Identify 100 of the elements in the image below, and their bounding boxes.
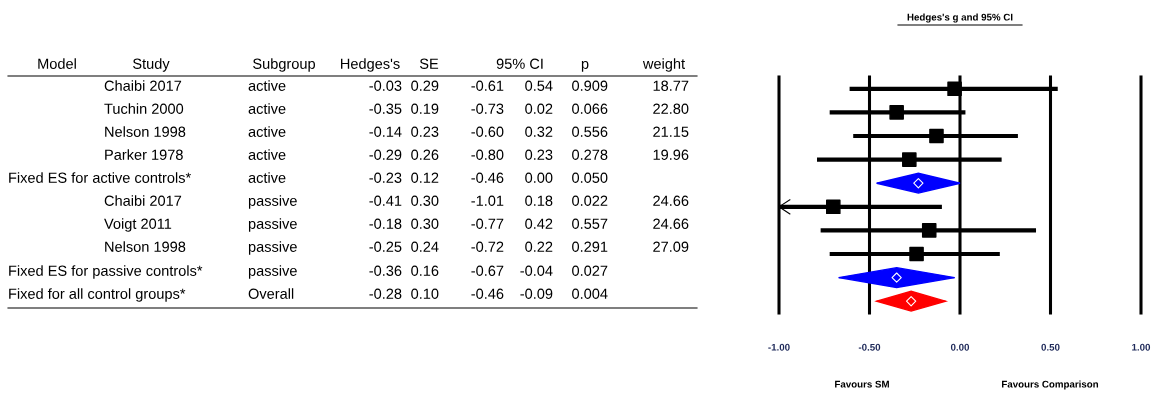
text: -0.36 <box>369 265 402 276</box>
text: 95% CI <box>496 58 543 69</box>
text: -0.23 <box>369 172 402 183</box>
text: -0.46 <box>471 288 504 299</box>
x-tick-label: 0.00 <box>950 343 970 351</box>
text: active <box>248 149 286 160</box>
text: 0.30 <box>411 218 439 229</box>
text: 0.23 <box>411 126 439 137</box>
chart-title: Hedges's g and 95% CI <box>907 13 1013 23</box>
text: Nelson 1998 <box>105 241 186 252</box>
text: 24.66 <box>653 218 689 229</box>
text: Subgroup <box>253 58 316 72</box>
point <box>929 128 944 144</box>
text: -0.03 <box>369 80 402 91</box>
text: 18.77 <box>653 80 689 91</box>
text: 0.00 <box>525 172 553 183</box>
text: -0.46 <box>471 172 504 183</box>
text: -0.73 <box>471 103 504 114</box>
text: 0.54 <box>525 80 553 91</box>
text: Model <box>38 58 76 69</box>
text: 0.18 <box>525 195 553 206</box>
text: -0.72 <box>471 241 504 252</box>
point <box>909 246 924 262</box>
text: -0.61 <box>471 80 504 91</box>
text: passive <box>248 241 297 255</box>
text: 0.42 <box>525 218 553 229</box>
text: 22.80 <box>653 103 689 114</box>
text: -0.41 <box>369 195 402 206</box>
text: 0.29 <box>411 80 439 91</box>
point <box>913 178 924 189</box>
text: passive <box>248 218 297 232</box>
text: active <box>248 103 286 114</box>
text: 24.66 <box>653 195 689 206</box>
text: -0.28 <box>369 288 402 299</box>
point <box>905 296 917 307</box>
text: 0.050 <box>572 172 608 183</box>
text: active <box>248 172 286 183</box>
text: -0.04 <box>520 265 553 276</box>
text: -0.67 <box>471 265 504 276</box>
text: Study <box>133 58 170 72</box>
text: Overall <box>248 288 294 299</box>
text: 0.22 <box>525 241 553 252</box>
text: -0.18 <box>369 218 402 229</box>
text: Parker 1978 <box>105 149 183 160</box>
text: 0.02 <box>525 103 553 114</box>
text: 0.10 <box>411 288 439 299</box>
point <box>889 105 904 120</box>
text: Favours Comparison <box>1002 380 1099 390</box>
text: -0.60 <box>471 126 504 137</box>
text: passive <box>248 265 297 279</box>
text: 0.022 <box>572 195 608 206</box>
text: -0.77 <box>471 218 504 229</box>
text: Chaibi 2017 <box>104 80 182 91</box>
text: -0.14 <box>369 126 402 137</box>
x-tick-label: -0.50 <box>858 343 881 351</box>
text: 0.24 <box>411 241 439 252</box>
text: -0.29 <box>369 149 402 160</box>
text: 0.291 <box>572 241 608 252</box>
text: -0.35 <box>369 103 402 114</box>
text: Fixed ES for active controls* <box>9 172 191 183</box>
text: 0.909 <box>572 80 608 91</box>
text: 0.19 <box>411 103 439 114</box>
text: 0.30 <box>411 195 439 206</box>
text: weight <box>642 58 685 72</box>
text: 0.066 <box>572 103 608 114</box>
text: active <box>248 126 286 137</box>
text: -0.09 <box>520 288 553 299</box>
text: Fixed for all control groups* <box>9 288 186 302</box>
text: SE <box>419 58 439 69</box>
text: 0.004 <box>572 288 608 299</box>
x-tick-label: 1.00 <box>1132 343 1151 351</box>
point <box>947 81 962 97</box>
text: 21.15 <box>653 126 689 137</box>
text: 0.278 <box>572 149 608 160</box>
text: 0.32 <box>525 126 553 137</box>
x-tick-label: -1.00 <box>768 343 790 351</box>
text: 0.557 <box>572 218 608 229</box>
x-tick-label: 0.50 <box>1041 343 1060 351</box>
text: p <box>581 60 589 72</box>
text: 0.027 <box>572 265 608 276</box>
text: -0.25 <box>369 241 402 252</box>
text: 0.16 <box>411 265 439 276</box>
text: Voigt 2011 <box>104 218 172 232</box>
text: Favours SM <box>835 380 889 388</box>
text: -0.80 <box>471 149 504 160</box>
text: 19.96 <box>653 149 689 160</box>
text: 27.09 <box>653 241 689 252</box>
text: 0.12 <box>411 172 439 183</box>
text: -1.01 <box>471 195 504 206</box>
text: Hedges's <box>341 58 400 72</box>
text: passive <box>248 195 297 209</box>
text: active <box>248 80 286 91</box>
text: Nelson 1998 <box>105 126 186 137</box>
text: 0.23 <box>525 149 553 160</box>
point <box>902 152 917 167</box>
text: 0.26 <box>411 149 439 160</box>
text: Tuchin 2000 <box>104 103 184 114</box>
point <box>826 199 841 215</box>
point <box>891 272 902 283</box>
text: Fixed ES for passive controls* <box>9 265 203 279</box>
